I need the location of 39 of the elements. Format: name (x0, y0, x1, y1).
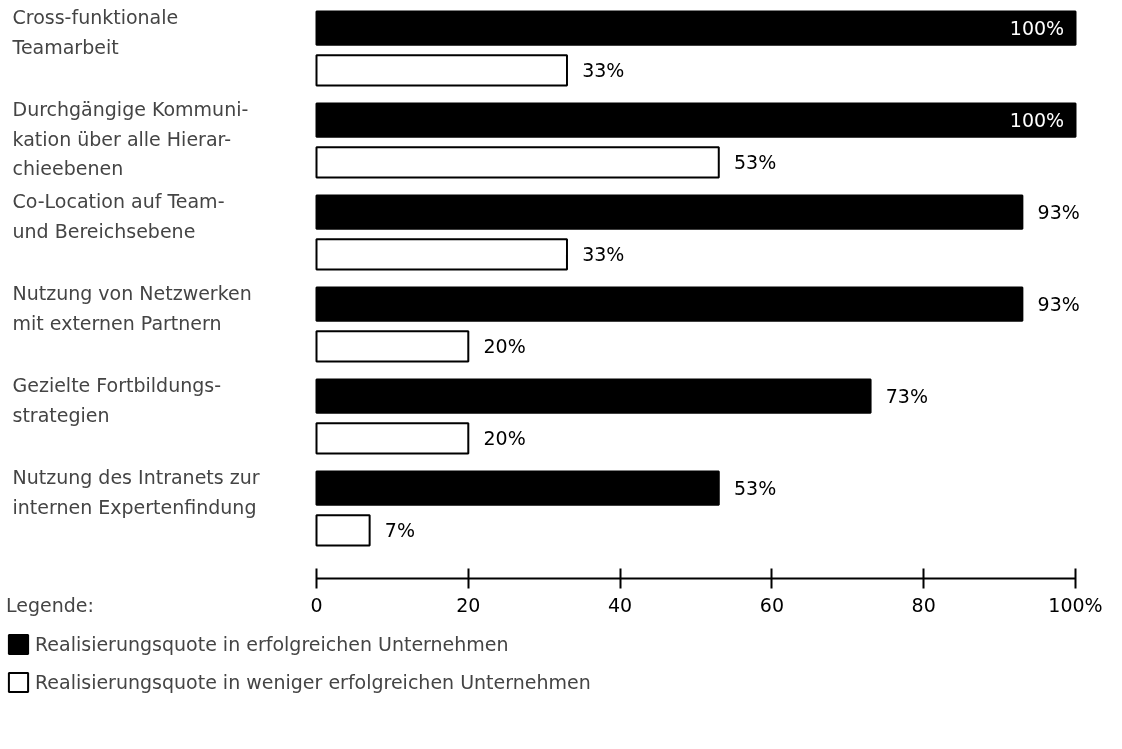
x-tick-label: 40 (608, 593, 633, 616)
y-tick-label: Durchgängige Kommuni- kation über alle Hierar- chieebenen (12, 98, 249, 180)
data-label: 100% (1009, 17, 1065, 40)
bar (315, 330, 470, 363)
x-tick-label: 60 (759, 593, 784, 616)
bar (315, 146, 720, 179)
y-tick-label: Gezielte Fortbildungs- strategien (12, 374, 222, 426)
legend-label: Realisierungsquote in weniger erfolgreichen Unternehmen (35, 671, 591, 693)
data-label: 33% (582, 59, 625, 82)
y-tick-label: Co-Location auf Team- und Bereichsebene (12, 190, 225, 242)
x-tick-label: 100% (1048, 593, 1103, 616)
bar (315, 514, 371, 547)
data-label: 7% (384, 519, 415, 542)
bar (315, 238, 568, 271)
data-label: 93% (1037, 201, 1080, 224)
legend-title: Legende: (6, 594, 94, 616)
legend-label: Realisierungsquote in erfolgreichen Unternehmen (35, 633, 509, 655)
data-label: 20% (483, 427, 526, 450)
bar (315, 378, 872, 414)
data-label: 73% (885, 385, 928, 408)
x-tick-label: 0 (310, 593, 323, 616)
bar (315, 10, 1077, 46)
x-tick-label: 20 (456, 593, 481, 616)
data-label: 53% (733, 477, 777, 500)
data-label: 20% (483, 335, 526, 358)
data-label: 53% (733, 151, 777, 174)
y-tick-label: Nutzung des Intranets zur internen Expertenfindung (12, 466, 260, 518)
data-label: 33% (582, 243, 625, 266)
y-tick-label: Nutzung von Netzwerken mit externen Partnern (12, 282, 252, 334)
data-label: 93% (1037, 293, 1080, 316)
x-tick-label: 80 (911, 593, 936, 616)
bar (315, 286, 1024, 322)
bar (315, 194, 1024, 230)
y-tick-label: Cross-funktionale Teamarbeit (11, 6, 179, 58)
bar (315, 54, 568, 87)
bar (315, 422, 470, 455)
bar (315, 102, 1077, 138)
data-label: 100% (1009, 109, 1065, 132)
bar (315, 470, 720, 506)
